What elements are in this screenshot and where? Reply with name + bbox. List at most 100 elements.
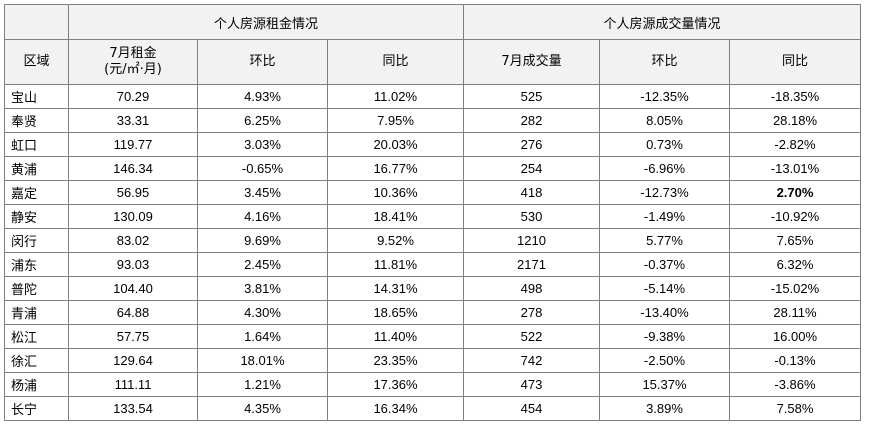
group-header-volume: 个人房源成交量情况 <box>463 4 861 40</box>
cell-volume: 2171 <box>463 252 600 277</box>
cell-vol-mom: -12.35% <box>599 84 730 109</box>
cell-volume: 473 <box>463 372 600 397</box>
cell-area: 浦东 <box>4 252 69 277</box>
cell-rent: 33.31 <box>68 108 198 133</box>
cell-volume: 254 <box>463 156 600 181</box>
cell-rent: 119.77 <box>68 132 198 157</box>
cell-rent-yoy: 11.02% <box>327 84 464 109</box>
cell-volume: 276 <box>463 132 600 157</box>
cell-rent: 133.54 <box>68 396 198 421</box>
cell-volume: 418 <box>463 180 600 205</box>
cell-rent-yoy: 7.95% <box>327 108 464 133</box>
table-row: 松江 57.75 1.64% 11.40% 522 -9.38% 16.00% <box>4 324 861 349</box>
cell-area: 嘉定 <box>4 180 69 205</box>
cell-volume: 742 <box>463 348 600 373</box>
cell-vol-yoy: 16.00% <box>729 324 861 349</box>
table-row: 静安 130.09 4.16% 18.41% 530 -1.49% -10.92% <box>4 204 861 229</box>
cell-vol-mom: -12.73% <box>599 180 730 205</box>
table-row: 虹口 119.77 3.03% 20.03% 276 0.73% -2.82% <box>4 132 861 157</box>
cell-rent: 56.95 <box>68 180 198 205</box>
cell-rent-yoy: 9.52% <box>327 228 464 253</box>
cell-area: 长宁 <box>4 396 69 421</box>
rent-volume-table-wrapper: 个人房源租金情况 个人房源成交量情况 区域 7月租金 (元/㎡·月) 环比 同比… <box>4 4 861 421</box>
cell-rent-mom: 4.93% <box>197 84 328 109</box>
header-row-columns: 区域 7月租金 (元/㎡·月) 环比 同比 7月成交量 环比 同比 <box>4 39 861 85</box>
cell-rent-yoy: 16.34% <box>327 396 464 421</box>
cell-vol-yoy: 6.32% <box>729 252 861 277</box>
cell-rent-mom: 3.81% <box>197 276 328 301</box>
cell-rent: 130.09 <box>68 204 198 229</box>
cell-area: 杨浦 <box>4 372 69 397</box>
cell-rent-yoy: 18.41% <box>327 204 464 229</box>
cell-rent-yoy: 14.31% <box>327 276 464 301</box>
cell-rent-yoy: 20.03% <box>327 132 464 157</box>
cell-vol-yoy: -10.92% <box>729 204 861 229</box>
cell-rent: 93.03 <box>68 252 198 277</box>
cell-vol-mom: 3.89% <box>599 396 730 421</box>
table-row: 徐汇 129.64 18.01% 23.35% 742 -2.50% -0.13% <box>4 348 861 373</box>
cell-rent: 104.40 <box>68 276 198 301</box>
cell-vol-yoy: 7.65% <box>729 228 861 253</box>
col-header-area: 区域 <box>4 39 69 85</box>
cell-rent-mom: 3.03% <box>197 132 328 157</box>
cell-rent: 57.75 <box>68 324 198 349</box>
header-row-group: 个人房源租金情况 个人房源成交量情况 <box>4 4 861 40</box>
cell-vol-mom: 5.77% <box>599 228 730 253</box>
cell-vol-mom: 8.05% <box>599 108 730 133</box>
cell-rent: 83.02 <box>68 228 198 253</box>
cell-vol-yoy: -0.13% <box>729 348 861 373</box>
cell-rent-yoy: 18.65% <box>327 300 464 325</box>
cell-rent-mom: 1.21% <box>197 372 328 397</box>
cell-vol-mom: -13.40% <box>599 300 730 325</box>
table-row: 浦东 93.03 2.45% 11.81% 2171 -0.37% 6.32% <box>4 252 861 277</box>
header-corner-cell <box>4 4 69 40</box>
cell-vol-yoy: 28.18% <box>729 108 861 133</box>
cell-rent: 146.34 <box>68 156 198 181</box>
table-row: 嘉定 56.95 3.45% 10.36% 418 -12.73% 2.70% <box>4 180 861 205</box>
cell-rent-mom: 4.30% <box>197 300 328 325</box>
col-header-rent-line1: 7月租金 <box>109 46 157 61</box>
cell-area: 黄浦 <box>4 156 69 181</box>
group-header-rent: 个人房源租金情况 <box>68 4 464 40</box>
cell-rent-mom: 4.35% <box>197 396 328 421</box>
cell-vol-mom: 15.37% <box>599 372 730 397</box>
table-row: 奉贤 33.31 6.25% 7.95% 282 8.05% 28.18% <box>4 108 861 133</box>
cell-area: 徐汇 <box>4 348 69 373</box>
cell-volume: 278 <box>463 300 600 325</box>
cell-rent-yoy: 11.40% <box>327 324 464 349</box>
cell-area: 松江 <box>4 324 69 349</box>
cell-volume: 498 <box>463 276 600 301</box>
cell-area: 奉贤 <box>4 108 69 133</box>
cell-rent: 129.64 <box>68 348 198 373</box>
table-row: 青浦 64.88 4.30% 18.65% 278 -13.40% 28.11% <box>4 300 861 325</box>
cell-volume: 282 <box>463 108 600 133</box>
col-header-rent: 7月租金 (元/㎡·月) <box>68 39 198 85</box>
table-row: 杨浦 111.11 1.21% 17.36% 473 15.37% -3.86% <box>4 372 861 397</box>
cell-vol-yoy: -3.86% <box>729 372 861 397</box>
cell-rent: 111.11 <box>68 372 198 397</box>
cell-volume: 522 <box>463 324 600 349</box>
cell-vol-yoy: -13.01% <box>729 156 861 181</box>
cell-area: 青浦 <box>4 300 69 325</box>
table-row: 长宁 133.54 4.35% 16.34% 454 3.89% 7.58% <box>4 396 861 421</box>
cell-vol-yoy: 7.58% <box>729 396 861 421</box>
cell-volume: 454 <box>463 396 600 421</box>
cell-rent-yoy: 23.35% <box>327 348 464 373</box>
cell-rent-yoy: 10.36% <box>327 180 464 205</box>
cell-rent-mom: 6.25% <box>197 108 328 133</box>
table-body: 宝山 70.29 4.93% 11.02% 525 -12.35% -18.35% 奉贤 33.… <box>4 84 861 421</box>
cell-area: 虹口 <box>4 132 69 157</box>
cell-rent-yoy: 11.81% <box>327 252 464 277</box>
cell-vol-yoy: 2.70% <box>729 180 861 205</box>
cell-vol-mom: -0.37% <box>599 252 730 277</box>
cell-vol-mom: -5.14% <box>599 276 730 301</box>
cell-area: 普陀 <box>4 276 69 301</box>
cell-rent-mom: 9.69% <box>197 228 328 253</box>
cell-vol-yoy: -2.82% <box>729 132 861 157</box>
cell-vol-mom: -6.96% <box>599 156 730 181</box>
cell-vol-yoy: 28.11% <box>729 300 861 325</box>
col-header-rent-line2: (元/㎡·月) <box>104 62 162 77</box>
cell-rent-mom: 4.16% <box>197 204 328 229</box>
table-row: 黄浦 146.34 -0.65% 16.77% 254 -6.96% -13.01% <box>4 156 861 181</box>
cell-rent-mom: 1.64% <box>197 324 328 349</box>
